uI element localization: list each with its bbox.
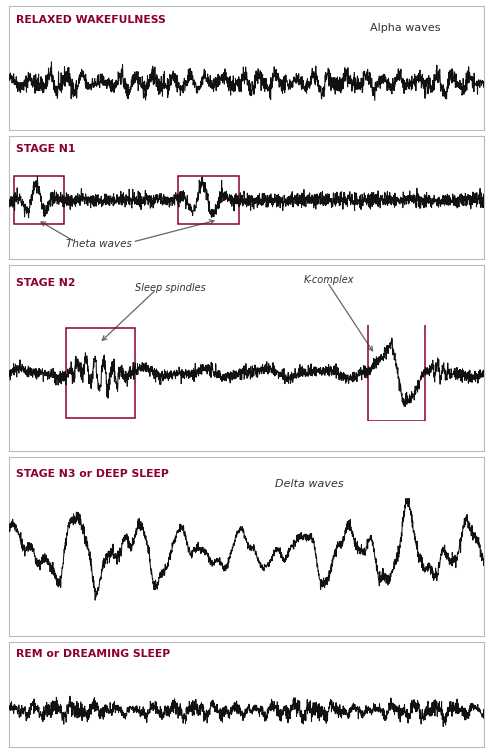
Text: STAGE N1: STAGE N1 <box>15 144 75 154</box>
Text: STAGE N2: STAGE N2 <box>15 279 75 288</box>
Text: Alpha waves: Alpha waves <box>370 23 441 33</box>
Text: STAGE N3 or DEEP SLEEP: STAGE N3 or DEEP SLEEP <box>15 469 169 479</box>
Text: REM or DREAMING SLEEP: REM or DREAMING SLEEP <box>15 650 170 659</box>
Bar <box>14 176 64 224</box>
Text: Theta waves: Theta waves <box>66 240 132 249</box>
Text: Sleep spindles: Sleep spindles <box>135 282 206 293</box>
Bar <box>66 328 135 418</box>
Text: RELAXED WAKEFULNESS: RELAXED WAKEFULNESS <box>15 15 165 25</box>
Text: Delta waves: Delta waves <box>275 478 344 489</box>
Bar <box>177 176 240 224</box>
Text: K-complex: K-complex <box>304 275 354 285</box>
Bar <box>368 321 424 421</box>
